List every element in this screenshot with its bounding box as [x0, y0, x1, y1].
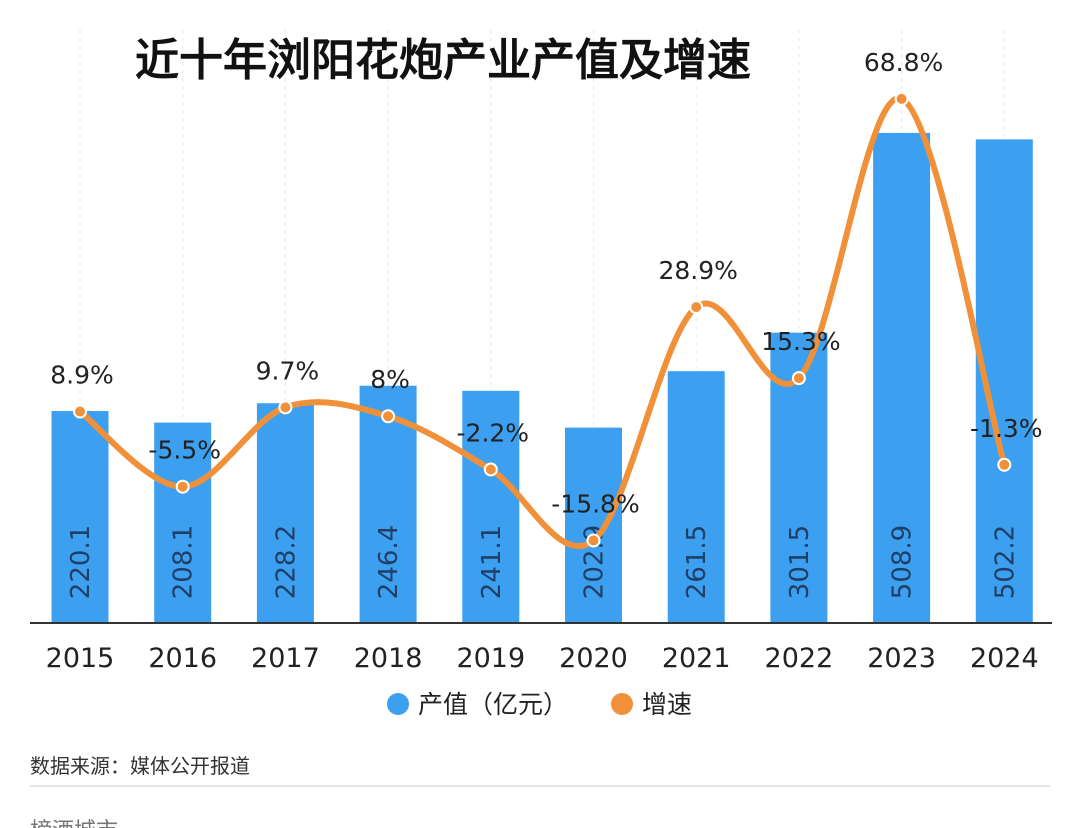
x-tick-label-2016: 2016	[148, 643, 217, 674]
bar-2019	[462, 390, 520, 623]
rate-point-2021	[689, 300, 704, 315]
rate-point-2020	[586, 533, 601, 548]
x-tick-label-2020: 2020	[559, 643, 628, 674]
line-series	[73, 91, 1012, 550]
bar-value-label-2017: 228.2	[271, 525, 301, 599]
bar-2016	[154, 422, 212, 623]
legend-marker-line	[611, 693, 633, 715]
bar-value-label-2022: 301.5	[785, 525, 815, 599]
rate-value-label-2018: 8%	[370, 365, 410, 394]
x-tick-label-2022: 2022	[765, 643, 834, 674]
legend-marker-bar	[387, 693, 409, 715]
legend-label-bar: 产值（亿元）	[418, 690, 568, 719]
x-tick-label-2015: 2015	[46, 643, 115, 674]
rate-point-2016	[175, 479, 190, 494]
rate-value-label-2024: -1.3%	[970, 414, 1043, 443]
rate-point-2019	[483, 462, 498, 477]
x-tick-label-2019: 2019	[456, 643, 525, 674]
rate-point-2017	[278, 400, 293, 415]
rate-labels: 8.9% -5.5% 9.7% 8% -2.2% -15.8% 28.9% 15.3% 68.8…	[50, 48, 1042, 519]
rate-value-label-2019: -2.2%	[457, 418, 530, 447]
bar-labels: 220.1 208.1 228.2 246.4 241.1 202.9 261.5 301.5…	[66, 525, 1020, 599]
rate-value-label-2015: 8.9%	[50, 361, 114, 390]
bar-value-label-2023: 508.9	[888, 525, 918, 599]
rate-value-label-2016: -5.5%	[148, 436, 221, 465]
growth-rate-line	[77, 95, 1008, 550]
rate-point-2018	[381, 409, 396, 424]
rate-value-label-2021: 28.9%	[658, 256, 737, 285]
rate-point-2015	[73, 404, 87, 419]
x-tick-label-2021: 2021	[662, 643, 731, 674]
bar-value-label-2018: 246.4	[374, 525, 404, 599]
source-note: 数据来源：媒体公开报道	[30, 754, 250, 778]
x-tick-label-2018: 2018	[354, 643, 423, 674]
rate-point-2024	[997, 457, 1012, 472]
x-tick-label-2024: 2024	[970, 643, 1039, 674]
rate-point-2022	[791, 371, 806, 386]
rate-value-label-2017: 9.7%	[256, 356, 320, 385]
bar-value-label-2024: 502.2	[990, 525, 1020, 599]
bar-value-label-2021: 261.5	[682, 525, 712, 599]
legend-label-line: 增速	[642, 690, 692, 719]
vertical-guides	[79, 30, 1005, 623]
bar-value-label-2016: 208.1	[169, 525, 199, 599]
x-tick-label-2017: 2017	[251, 643, 320, 674]
bar-2021	[667, 371, 725, 623]
bar-2017	[256, 403, 314, 623]
rate-value-label-2022: 15.3%	[761, 327, 840, 356]
legend: 产值（亿元） 增速	[387, 690, 692, 719]
bar-2015	[51, 411, 109, 623]
rate-value-label-2020: -15.8%	[551, 489, 639, 518]
cut-off-footer-text: 榜酒城市	[30, 819, 118, 828]
x-tick-labels: 2015 2016 2017 2018 2019 2020 2021 2022 2023 2024	[46, 643, 1039, 674]
rate-value-label-2023: 68.8%	[864, 48, 943, 77]
bar-value-label-2015: 220.1	[66, 525, 96, 599]
rate-point-2023	[894, 91, 909, 106]
bar-value-label-2019: 241.1	[477, 525, 507, 599]
bar-2020	[565, 427, 622, 623]
chart-title: 近十年浏阳花炮产业产值及增速	[135, 35, 751, 86]
x-tick-label-2023: 2023	[867, 643, 936, 674]
bar-2023	[873, 132, 931, 623]
